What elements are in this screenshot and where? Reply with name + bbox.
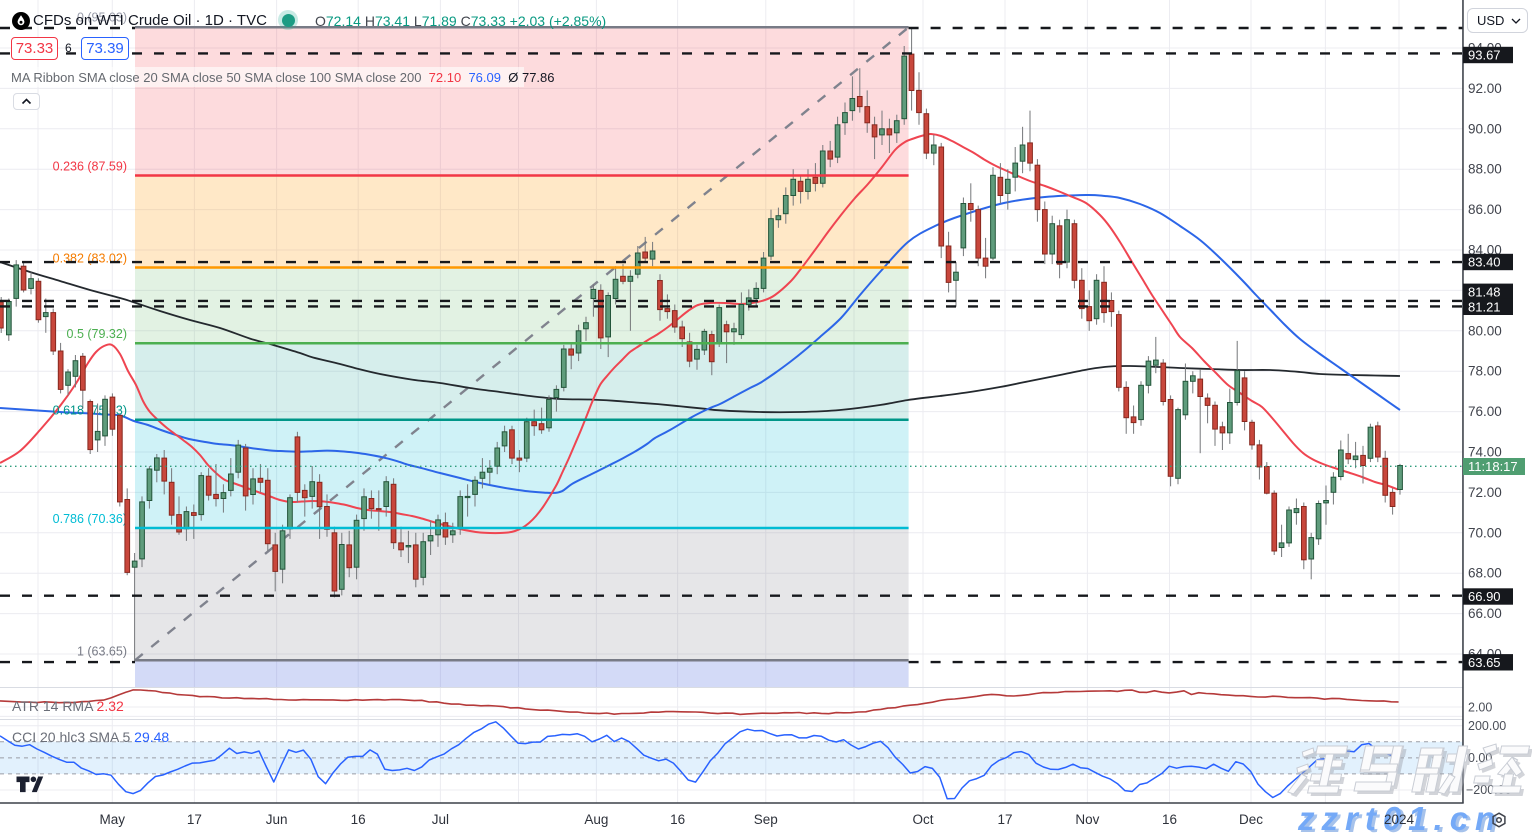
svg-text:zzrt01.cn: zzrt01.cn xyxy=(1297,800,1502,835)
svg-text:0 (95.03): 0 (95.03) xyxy=(77,11,127,25)
svg-text:70.00: 70.00 xyxy=(1468,525,1502,540)
svg-text:76.00: 76.00 xyxy=(1468,404,1502,419)
svg-text:63.65: 63.65 xyxy=(1468,655,1501,670)
svg-text:0.786 (70.36): 0.786 (70.36) xyxy=(53,512,127,526)
svg-text:17: 17 xyxy=(997,812,1012,827)
svg-text:16: 16 xyxy=(1162,812,1177,827)
svg-text:0.236 (87.59): 0.236 (87.59) xyxy=(53,160,127,174)
svg-text:72.00: 72.00 xyxy=(1468,485,1502,500)
svg-text:17: 17 xyxy=(187,812,202,827)
svg-text:84.00: 84.00 xyxy=(1468,243,1502,258)
svg-text:86.00: 86.00 xyxy=(1468,202,1502,217)
svg-text:83.40: 83.40 xyxy=(1468,255,1501,270)
svg-text:Aug: Aug xyxy=(584,812,608,827)
svg-text:May: May xyxy=(100,812,126,827)
svg-text:Nov: Nov xyxy=(1075,812,1099,827)
svg-text:92.00: 92.00 xyxy=(1468,81,1502,96)
svg-text:93.67: 93.67 xyxy=(1468,48,1501,63)
svg-text:80.00: 80.00 xyxy=(1468,323,1502,338)
svg-text:74.00: 74.00 xyxy=(1468,445,1502,460)
svg-text:11:18:17: 11:18:17 xyxy=(1468,459,1518,474)
svg-text:Jun: Jun xyxy=(266,812,288,827)
svg-text:81.48: 81.48 xyxy=(1468,284,1501,299)
svg-text:2024: 2024 xyxy=(1384,812,1415,827)
svg-text:zzrt01.cn: zzrt01.cn xyxy=(1300,802,1505,835)
svg-text:90.00: 90.00 xyxy=(1468,121,1502,136)
svg-text:78.00: 78.00 xyxy=(1468,364,1502,379)
svg-text:1 (63.65): 1 (63.65) xyxy=(77,644,127,658)
svg-text:200.00: 200.00 xyxy=(1468,719,1506,733)
svg-text:66.90: 66.90 xyxy=(1468,589,1501,604)
svg-text:16: 16 xyxy=(670,812,685,827)
svg-text:81.21: 81.21 xyxy=(1468,299,1501,314)
svg-text:66.00: 66.00 xyxy=(1468,606,1502,621)
svg-text:0.382 (83.02): 0.382 (83.02) xyxy=(53,252,127,266)
svg-text:2.00: 2.00 xyxy=(1468,701,1492,715)
svg-text:Oct: Oct xyxy=(912,812,933,827)
svg-text:0.5 (79.32): 0.5 (79.32) xyxy=(67,327,127,341)
svg-text:Dec: Dec xyxy=(1239,812,1263,827)
svg-text:68.00: 68.00 xyxy=(1468,566,1502,581)
svg-text:16: 16 xyxy=(351,812,366,827)
svg-text:Sep: Sep xyxy=(754,812,778,827)
svg-text:Jul: Jul xyxy=(432,812,449,827)
svg-text:88.00: 88.00 xyxy=(1468,162,1502,177)
